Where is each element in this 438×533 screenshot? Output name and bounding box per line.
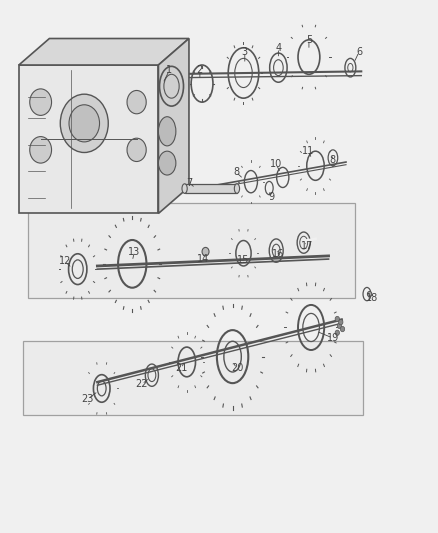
Text: 19: 19 [326,333,338,343]
FancyBboxPatch shape [28,203,354,298]
Text: 2: 2 [196,66,202,75]
Text: 7: 7 [185,177,192,188]
Text: 8: 8 [329,156,335,165]
Text: 21: 21 [174,364,187,373]
Polygon shape [158,38,188,214]
Text: 9: 9 [267,191,273,201]
Text: 18: 18 [365,293,378,303]
Text: 11: 11 [301,146,314,156]
Text: 15: 15 [237,255,249,265]
Circle shape [334,317,339,321]
Text: 5: 5 [305,35,311,45]
Text: 22: 22 [135,379,148,389]
Circle shape [69,105,99,142]
Bar [184,184,237,193]
Circle shape [338,319,342,325]
Circle shape [339,326,344,332]
Ellipse shape [234,184,239,193]
Text: 16: 16 [272,249,284,260]
Text: 17: 17 [300,241,312,252]
Text: 20: 20 [230,364,243,373]
Text: 10: 10 [269,159,282,169]
Ellipse shape [158,117,176,146]
Circle shape [336,323,341,328]
FancyBboxPatch shape [23,341,363,415]
Circle shape [30,89,51,115]
Circle shape [334,330,339,335]
Text: 13: 13 [128,247,140,257]
Circle shape [60,94,108,152]
Text: 4: 4 [275,43,281,53]
Text: 6: 6 [355,47,361,56]
Text: 14: 14 [196,254,208,263]
Text: 23: 23 [81,394,94,404]
FancyBboxPatch shape [19,65,158,214]
Circle shape [127,91,146,114]
Ellipse shape [182,184,187,193]
Circle shape [201,247,208,256]
Text: 3: 3 [241,47,247,56]
Circle shape [127,138,146,161]
Ellipse shape [158,151,176,175]
Text: 12: 12 [58,256,71,266]
Text: 1: 1 [166,66,172,75]
Text: 8: 8 [233,167,239,177]
Circle shape [367,292,371,297]
Polygon shape [19,38,188,65]
Circle shape [30,136,51,163]
